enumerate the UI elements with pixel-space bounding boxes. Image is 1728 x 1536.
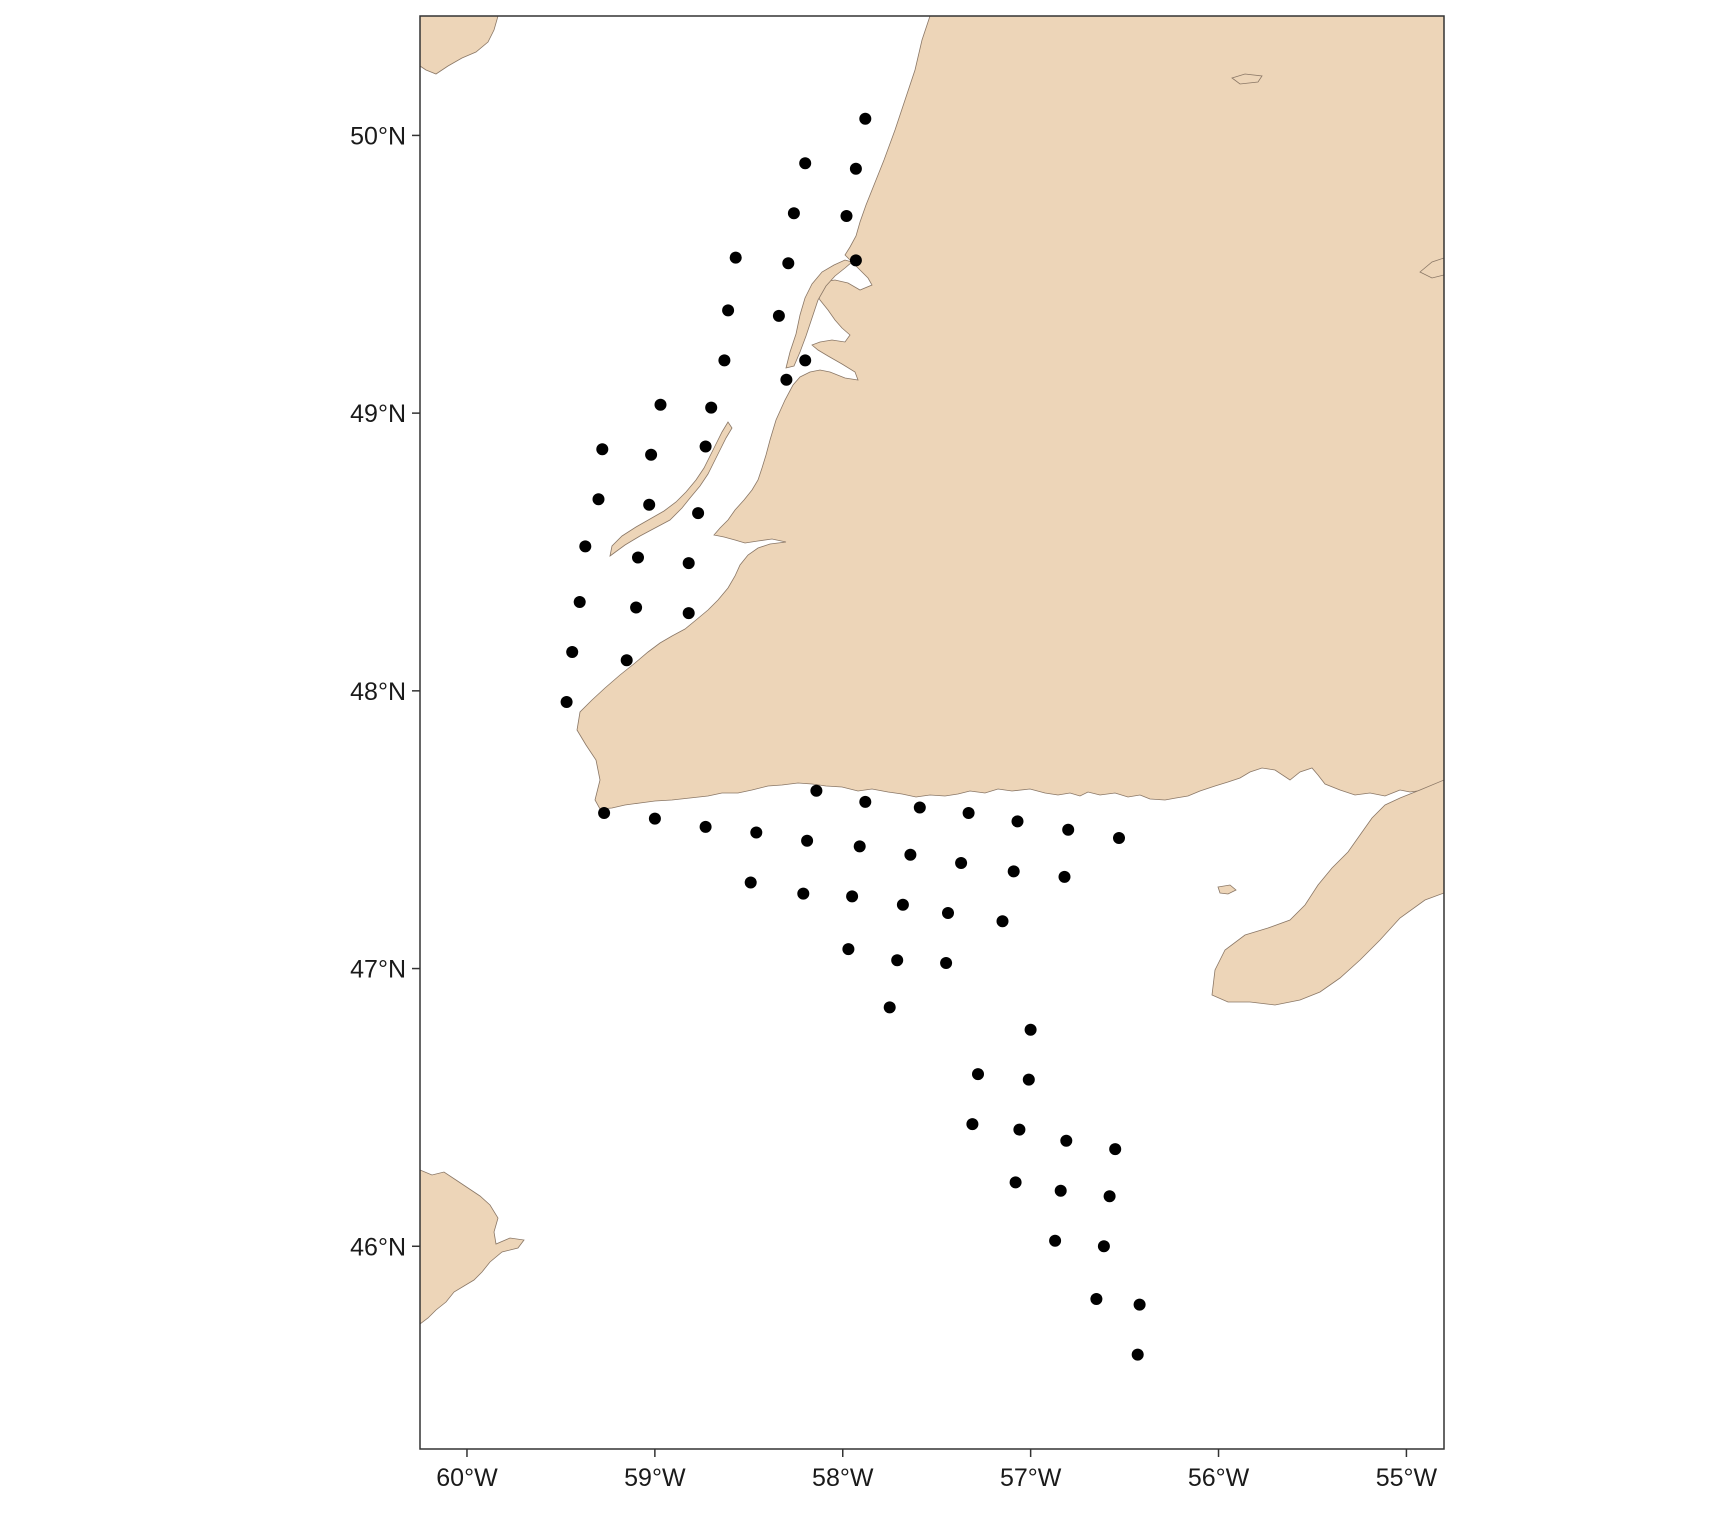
- station-point-42: [801, 834, 814, 847]
- station-point-64: [1109, 1143, 1122, 1156]
- station-point-71: [1133, 1298, 1146, 1311]
- longitude-tick-label: 58°W: [812, 1464, 874, 1492]
- station-point-61: [966, 1118, 979, 1131]
- station-point-57: [883, 1001, 896, 1014]
- station-point-68: [1049, 1234, 1062, 1247]
- station-point-6: [729, 251, 742, 264]
- station-point-47: [1058, 870, 1071, 883]
- longitude-tick-label: 60°W: [436, 1464, 498, 1492]
- station-point-17: [645, 448, 658, 461]
- station-point-2: [799, 157, 812, 170]
- longitude-tick-label: 56°W: [1188, 1464, 1250, 1492]
- station-point-28: [566, 646, 579, 658]
- station-point-4: [787, 207, 800, 220]
- map-frame: [419, 15, 1445, 1450]
- station-point-35: [859, 795, 872, 808]
- station-point-60: [1022, 1073, 1035, 1086]
- station-point-31: [598, 807, 611, 819]
- landmass-newfoundland: [576, 16, 1444, 810]
- station-point-44: [904, 848, 917, 861]
- landmass-burin: [1211, 779, 1444, 1006]
- station-point-40: [1113, 832, 1125, 844]
- station-point-33: [699, 820, 712, 833]
- station-layer: [560, 112, 1146, 1361]
- station-point-20: [643, 498, 656, 511]
- station-point-63: [1060, 1134, 1073, 1147]
- station-point-5: [840, 210, 853, 222]
- station-point-11: [718, 354, 731, 367]
- station-point-22: [579, 540, 592, 553]
- station-point-45: [955, 857, 968, 869]
- latitude-tick-label: 48°N: [350, 678, 406, 706]
- station-point-65: [1009, 1176, 1022, 1189]
- station-point-27: [682, 607, 695, 620]
- station-point-29: [620, 654, 633, 667]
- station-point-38: [1011, 815, 1024, 828]
- landmass-islet-1: [1217, 884, 1237, 895]
- station-point-16: [596, 443, 609, 456]
- station-point-32: [648, 812, 661, 825]
- station-point-62: [1013, 1123, 1026, 1136]
- latitude-tick-label: 49°N: [350, 400, 406, 428]
- station-point-8: [849, 254, 862, 267]
- station-point-58: [1024, 1023, 1037, 1036]
- station-point-1: [859, 112, 872, 125]
- station-point-56: [940, 957, 953, 969]
- station-point-54: [842, 943, 855, 956]
- station-point-52: [942, 907, 954, 919]
- latitude-tick-label: 50°N: [350, 122, 406, 150]
- station-point-9: [722, 304, 735, 317]
- station-point-46: [1007, 865, 1020, 878]
- station-point-26: [630, 601, 643, 614]
- landmass-quebec: [420, 16, 499, 75]
- land-layer: [420, 16, 1444, 1325]
- station-point-53: [996, 915, 1009, 928]
- station-point-13: [780, 373, 793, 386]
- station-point-67: [1103, 1190, 1116, 1203]
- station-point-3: [849, 162, 862, 175]
- longitude-tick-label: 59°W: [624, 1464, 686, 1492]
- latitude-axis: 50°N 49°N 48°N 47°N 46°N: [350, 122, 420, 1261]
- station-point-36: [913, 801, 926, 814]
- station-point-69: [1097, 1240, 1110, 1253]
- landmass-islet-2: [1419, 257, 1444, 279]
- station-point-18: [699, 440, 712, 453]
- station-point-12: [799, 354, 812, 367]
- station-point-72: [1131, 1348, 1144, 1361]
- station-point-15: [705, 401, 718, 414]
- station-point-34: [810, 784, 823, 797]
- station-point-59: [972, 1068, 984, 1081]
- station-point-66: [1054, 1184, 1067, 1197]
- station-point-30: [560, 696, 573, 708]
- station-point-39: [1062, 823, 1075, 836]
- landmass-islet-3: [1231, 73, 1263, 85]
- latitude-tick-label: 47°N: [350, 956, 406, 984]
- station-point-10: [772, 309, 785, 322]
- station-point-70: [1090, 1293, 1103, 1305]
- station-point-43: [853, 840, 866, 853]
- station-point-21: [692, 507, 705, 520]
- longitude-tick-label: 57°W: [1000, 1464, 1062, 1492]
- station-point-49: [797, 887, 810, 900]
- landmass-port-au-port: [609, 421, 733, 557]
- station-point-50: [846, 890, 859, 903]
- station-point-24: [682, 557, 695, 570]
- station-point-19: [592, 493, 605, 506]
- latitude-tick-label: 46°N: [350, 1233, 406, 1261]
- station-point-23: [632, 551, 644, 564]
- landmass-cape-breton: [420, 1169, 525, 1325]
- station-point-51: [896, 898, 909, 911]
- longitude-tick-label: 55°W: [1376, 1464, 1438, 1492]
- station-point-48: [744, 876, 757, 889]
- station-point-7: [782, 257, 795, 270]
- station-point-14: [654, 398, 667, 411]
- longitude-axis: 60°W 59°W 58°W 57°W 56°W 55°W: [436, 1449, 1438, 1492]
- station-point-25: [573, 596, 586, 608]
- station-point-41: [750, 826, 763, 839]
- station-point-37: [962, 807, 975, 819]
- station-point-55: [891, 954, 904, 967]
